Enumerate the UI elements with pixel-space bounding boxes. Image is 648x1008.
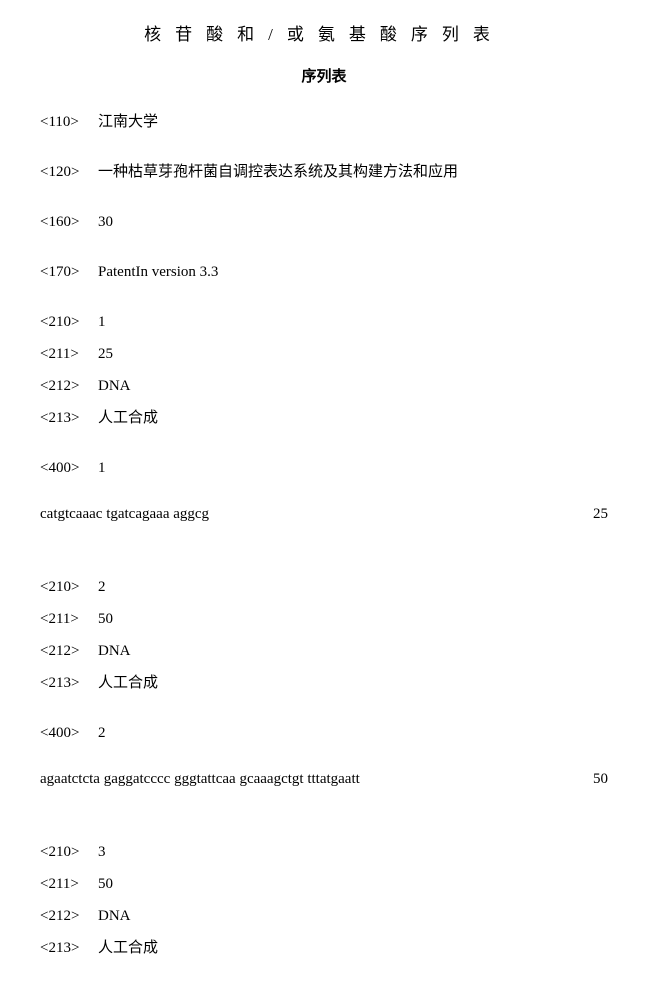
seq1-sequence: catgtcaaac tgatcagaaa aggcg [40, 506, 209, 523]
seq2-val-400: 2 [98, 725, 106, 741]
seq3-val-213: 人工合成 [98, 940, 158, 956]
seq2-val-211: 50 [98, 611, 113, 627]
seq1-val-212: DNA [98, 378, 131, 394]
seq3-val-212: DNA [98, 908, 131, 924]
seq1-val-210: 1 [98, 314, 106, 330]
header-170: <170>PatentIn version 3.3 [40, 260, 608, 284]
seq2-tag-210: <210> [40, 575, 98, 599]
seq2-val-212: DNA [98, 643, 131, 659]
tag-170: <170> [40, 260, 98, 284]
seq1-tag-210: <210> [40, 310, 98, 334]
seq2-length: 50 [593, 771, 608, 788]
seq2-sequence: agaatctcta gaggatcccc gggtattcaa gcaaagc… [40, 771, 360, 788]
seq2-tag-211: <211> [40, 607, 98, 631]
seq3-val-210: 3 [98, 844, 106, 860]
tag-110: <110> [40, 110, 98, 134]
seq2-meta: <210>2 <211>50 <212>DNA <213>人工合成 [40, 575, 608, 695]
seq2-tag-213: <213> [40, 671, 98, 695]
header-160: <160>30 [40, 210, 608, 234]
seq3-tag-210: <210> [40, 840, 98, 864]
sub-title: 序列表 [40, 65, 608, 86]
tag-120: <120> [40, 160, 98, 184]
tag-160: <160> [40, 210, 98, 234]
seq1-tag-400: <400> [40, 456, 98, 480]
header-120: <120>一种枯草芽孢杆菌自调控表达系统及其构建方法和应用 [40, 160, 608, 184]
seq3-tag-211: <211> [40, 872, 98, 896]
seq3-val-211: 50 [98, 876, 113, 892]
seq1-meta: <210>1 <211>25 <212>DNA <213>人工合成 [40, 310, 608, 430]
seq1-val-211: 25 [98, 346, 113, 362]
seq1-val-213: 人工合成 [98, 410, 158, 426]
seq1-tag-213: <213> [40, 406, 98, 430]
seq2-val-210: 2 [98, 579, 106, 595]
seq1-sequence-row: catgtcaaac tgatcagaaa aggcg 25 [40, 506, 608, 523]
seq2-400: <400>2 [40, 721, 608, 745]
val-120: 一种枯草芽孢杆菌自调控表达系统及其构建方法和应用 [98, 164, 458, 180]
page-title: 核苷酸和/或氨基酸序列表 [40, 20, 608, 45]
seq2-tag-212: <212> [40, 639, 98, 663]
val-110: 江南大学 [98, 114, 158, 130]
val-170: PatentIn version 3.3 [98, 264, 218, 280]
seq3-tag-213: <213> [40, 936, 98, 960]
seq2-val-213: 人工合成 [98, 675, 158, 691]
seq1-length: 25 [593, 506, 608, 523]
seq1-val-400: 1 [98, 460, 106, 476]
seq1-tag-212: <212> [40, 374, 98, 398]
seq3-tag-212: <212> [40, 904, 98, 928]
seq3-meta: <210>3 <211>50 <212>DNA <213>人工合成 [40, 840, 608, 960]
header-110: <110>江南大学 [40, 110, 608, 134]
seq1-400: <400>1 [40, 456, 608, 480]
seq1-tag-211: <211> [40, 342, 98, 366]
seq2-tag-400: <400> [40, 721, 98, 745]
val-160: 30 [98, 214, 113, 230]
seq2-sequence-row: agaatctcta gaggatcccc gggtattcaa gcaaagc… [40, 771, 608, 788]
